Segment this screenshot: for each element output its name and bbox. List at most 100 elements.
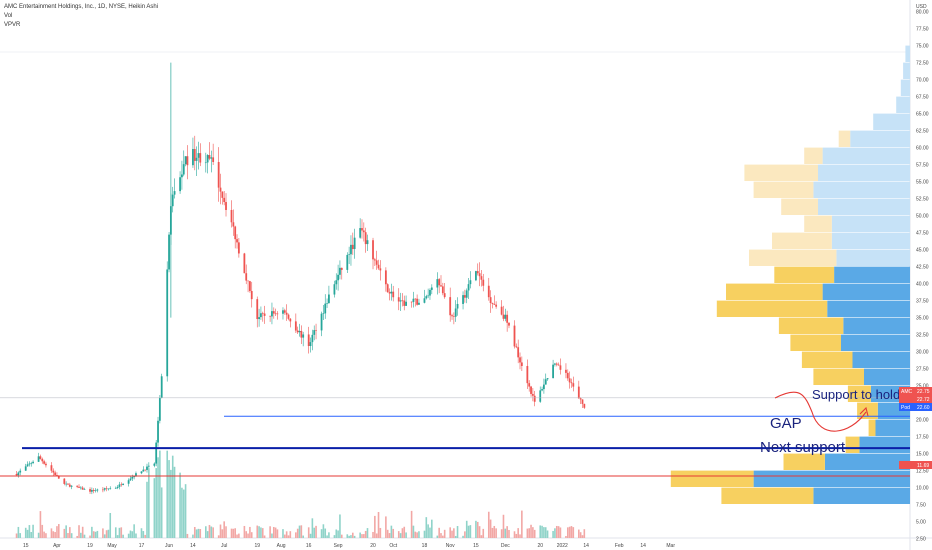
vpvr-up-bar (818, 198, 910, 215)
candle-body (403, 300, 406, 306)
candle-body (250, 290, 253, 300)
y-tick-label: 35.00 (916, 316, 929, 322)
candle-body (144, 469, 147, 471)
volume-bar (313, 527, 316, 538)
volume-bar (45, 533, 47, 538)
candle-body (236, 239, 238, 243)
candle-body (96, 489, 99, 491)
vpvr-down-bar (774, 266, 835, 283)
volume-bar (364, 530, 367, 538)
price-axis-symbol: Pod (901, 405, 910, 411)
candle-body (129, 478, 132, 481)
x-tick-label: Feb (615, 543, 624, 549)
candle-body (372, 240, 374, 260)
candle-body (362, 230, 365, 233)
volume-bar (50, 528, 53, 538)
x-tick-label: Nov (446, 543, 455, 549)
vpvr-down-bar (716, 300, 828, 317)
vpvr-up-bar (896, 96, 910, 113)
vpvr-up-bar (822, 147, 910, 164)
volume-bar (478, 526, 481, 538)
chart-title: AMC Entertainment Holdings, Inc., 1D, NY… (4, 4, 159, 10)
volume-bar (81, 526, 84, 538)
candle-body (377, 264, 380, 269)
candle-body (261, 313, 264, 314)
vpvr-up-bar (818, 164, 910, 181)
volume-bar (260, 527, 262, 538)
volume-bar (495, 528, 497, 538)
candle-body (555, 363, 558, 365)
vpvr-up-bar (824, 453, 910, 470)
candle-body (147, 465, 150, 467)
candle-body (92, 490, 95, 492)
candle-body (237, 242, 240, 254)
volume-bar (539, 525, 542, 538)
volume-bar (390, 525, 393, 538)
volume-bar (544, 527, 547, 538)
volume-bar (335, 529, 338, 538)
volume-bar (443, 529, 446, 538)
candle-body (320, 313, 323, 331)
x-tick-label: 20 (370, 543, 376, 549)
volume-bar (533, 529, 536, 538)
volume-bar (581, 535, 584, 538)
vol-indicator-label[interactable]: Vol (4, 13, 13, 19)
volume-bar (454, 535, 457, 538)
candle-body (359, 228, 362, 238)
candle-body (294, 321, 297, 331)
volume-bar (418, 531, 420, 538)
annotation-next-support: Next support (760, 439, 846, 456)
volume-bar (528, 528, 530, 538)
candle-body (193, 149, 196, 161)
candle-body (526, 365, 529, 384)
volume-bar (197, 528, 200, 538)
y-tick-label: 80.00 (916, 10, 929, 16)
candle-body (427, 295, 430, 297)
candle-body (199, 153, 202, 163)
candle-body (475, 271, 477, 281)
vpvr-up-bar (753, 470, 910, 487)
candle-body (392, 291, 395, 298)
volume-bar (269, 526, 271, 538)
x-tick-label: Aug (277, 543, 286, 549)
candle-body (583, 403, 586, 408)
volume-bar (572, 527, 575, 538)
candle-body (311, 334, 314, 343)
volume-bar (385, 516, 387, 538)
candle-body (247, 280, 249, 282)
candle-body (28, 463, 31, 465)
candle-body (520, 362, 523, 366)
candle-body (67, 483, 69, 485)
candle-body (76, 485, 79, 487)
volume-bar (401, 528, 404, 538)
candle-body (56, 475, 58, 476)
vpvr-up-bar (827, 300, 910, 317)
candle-body (127, 480, 130, 484)
candle-body (557, 364, 560, 366)
volume-bar (234, 528, 236, 538)
x-tick-label: Mar (666, 543, 675, 549)
price-axis-label: 11.69 (899, 461, 932, 469)
vpvr-up-bar (852, 351, 910, 368)
vpvr-up-bar (822, 283, 910, 300)
volume-bar (131, 531, 134, 538)
candle-body (348, 254, 351, 255)
volume-bar (438, 527, 440, 538)
candle-body (260, 313, 262, 318)
volume-bar (442, 535, 444, 538)
volume-bar (199, 529, 202, 538)
candle-body (373, 259, 376, 261)
candle-body (179, 177, 181, 192)
volume-bar (366, 528, 369, 538)
vpvr-indicator-label[interactable]: VPVR (4, 22, 21, 28)
volume-bar (508, 529, 510, 538)
candle-body (221, 191, 224, 198)
x-tick-label: 14 (640, 543, 646, 549)
volume-bar (289, 531, 292, 538)
candle-body (30, 463, 33, 464)
candle-body (463, 295, 466, 298)
volume-bar (168, 460, 170, 538)
volume-bar (89, 535, 91, 538)
x-tick-label: 2022 (557, 543, 568, 549)
